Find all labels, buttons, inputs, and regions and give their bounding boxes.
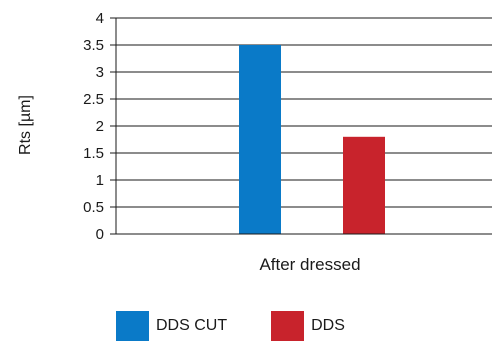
y-tick-label: 1 <box>96 172 104 189</box>
legend-label-dds: DDS <box>311 317 345 334</box>
legend-item-dds: DDS <box>271 311 345 341</box>
legend-item-dds-cut: DDS CUT <box>116 311 227 341</box>
y-tick-label: 3 <box>96 64 104 81</box>
legend-swatch-dds <box>271 311 305 341</box>
bars <box>239 45 385 234</box>
legend-swatch-dds-cut <box>116 311 149 341</box>
y-tick-label: 0 <box>96 226 104 243</box>
y-axis-label: Rts [µm] <box>17 95 34 155</box>
gridlines <box>116 17 492 208</box>
y-tick-label: 1.5 <box>83 145 104 162</box>
y-tick-label: 0.5 <box>83 199 104 216</box>
y-tick-label: 2 <box>96 118 104 135</box>
bar-chart: 0 0.5 1 1.5 2 2.5 3 3.5 4 Rts [µm] After dressed <box>17 10 492 274</box>
bar-dds <box>343 136 385 234</box>
y-tick-label: 4 <box>96 10 104 27</box>
legend-label-dds-cut: DDS CUT <box>156 317 228 334</box>
legend: DDS CUT DDS <box>116 311 389 341</box>
y-tick-label: 2.5 <box>83 91 104 108</box>
y-tick-labels: 0 0.5 1 1.5 2 2.5 3 3.5 4 <box>83 10 116 243</box>
category-label: After dressed <box>259 255 360 274</box>
y-tick-label: 3.5 <box>83 37 104 54</box>
bar-dds-cut <box>239 45 281 234</box>
